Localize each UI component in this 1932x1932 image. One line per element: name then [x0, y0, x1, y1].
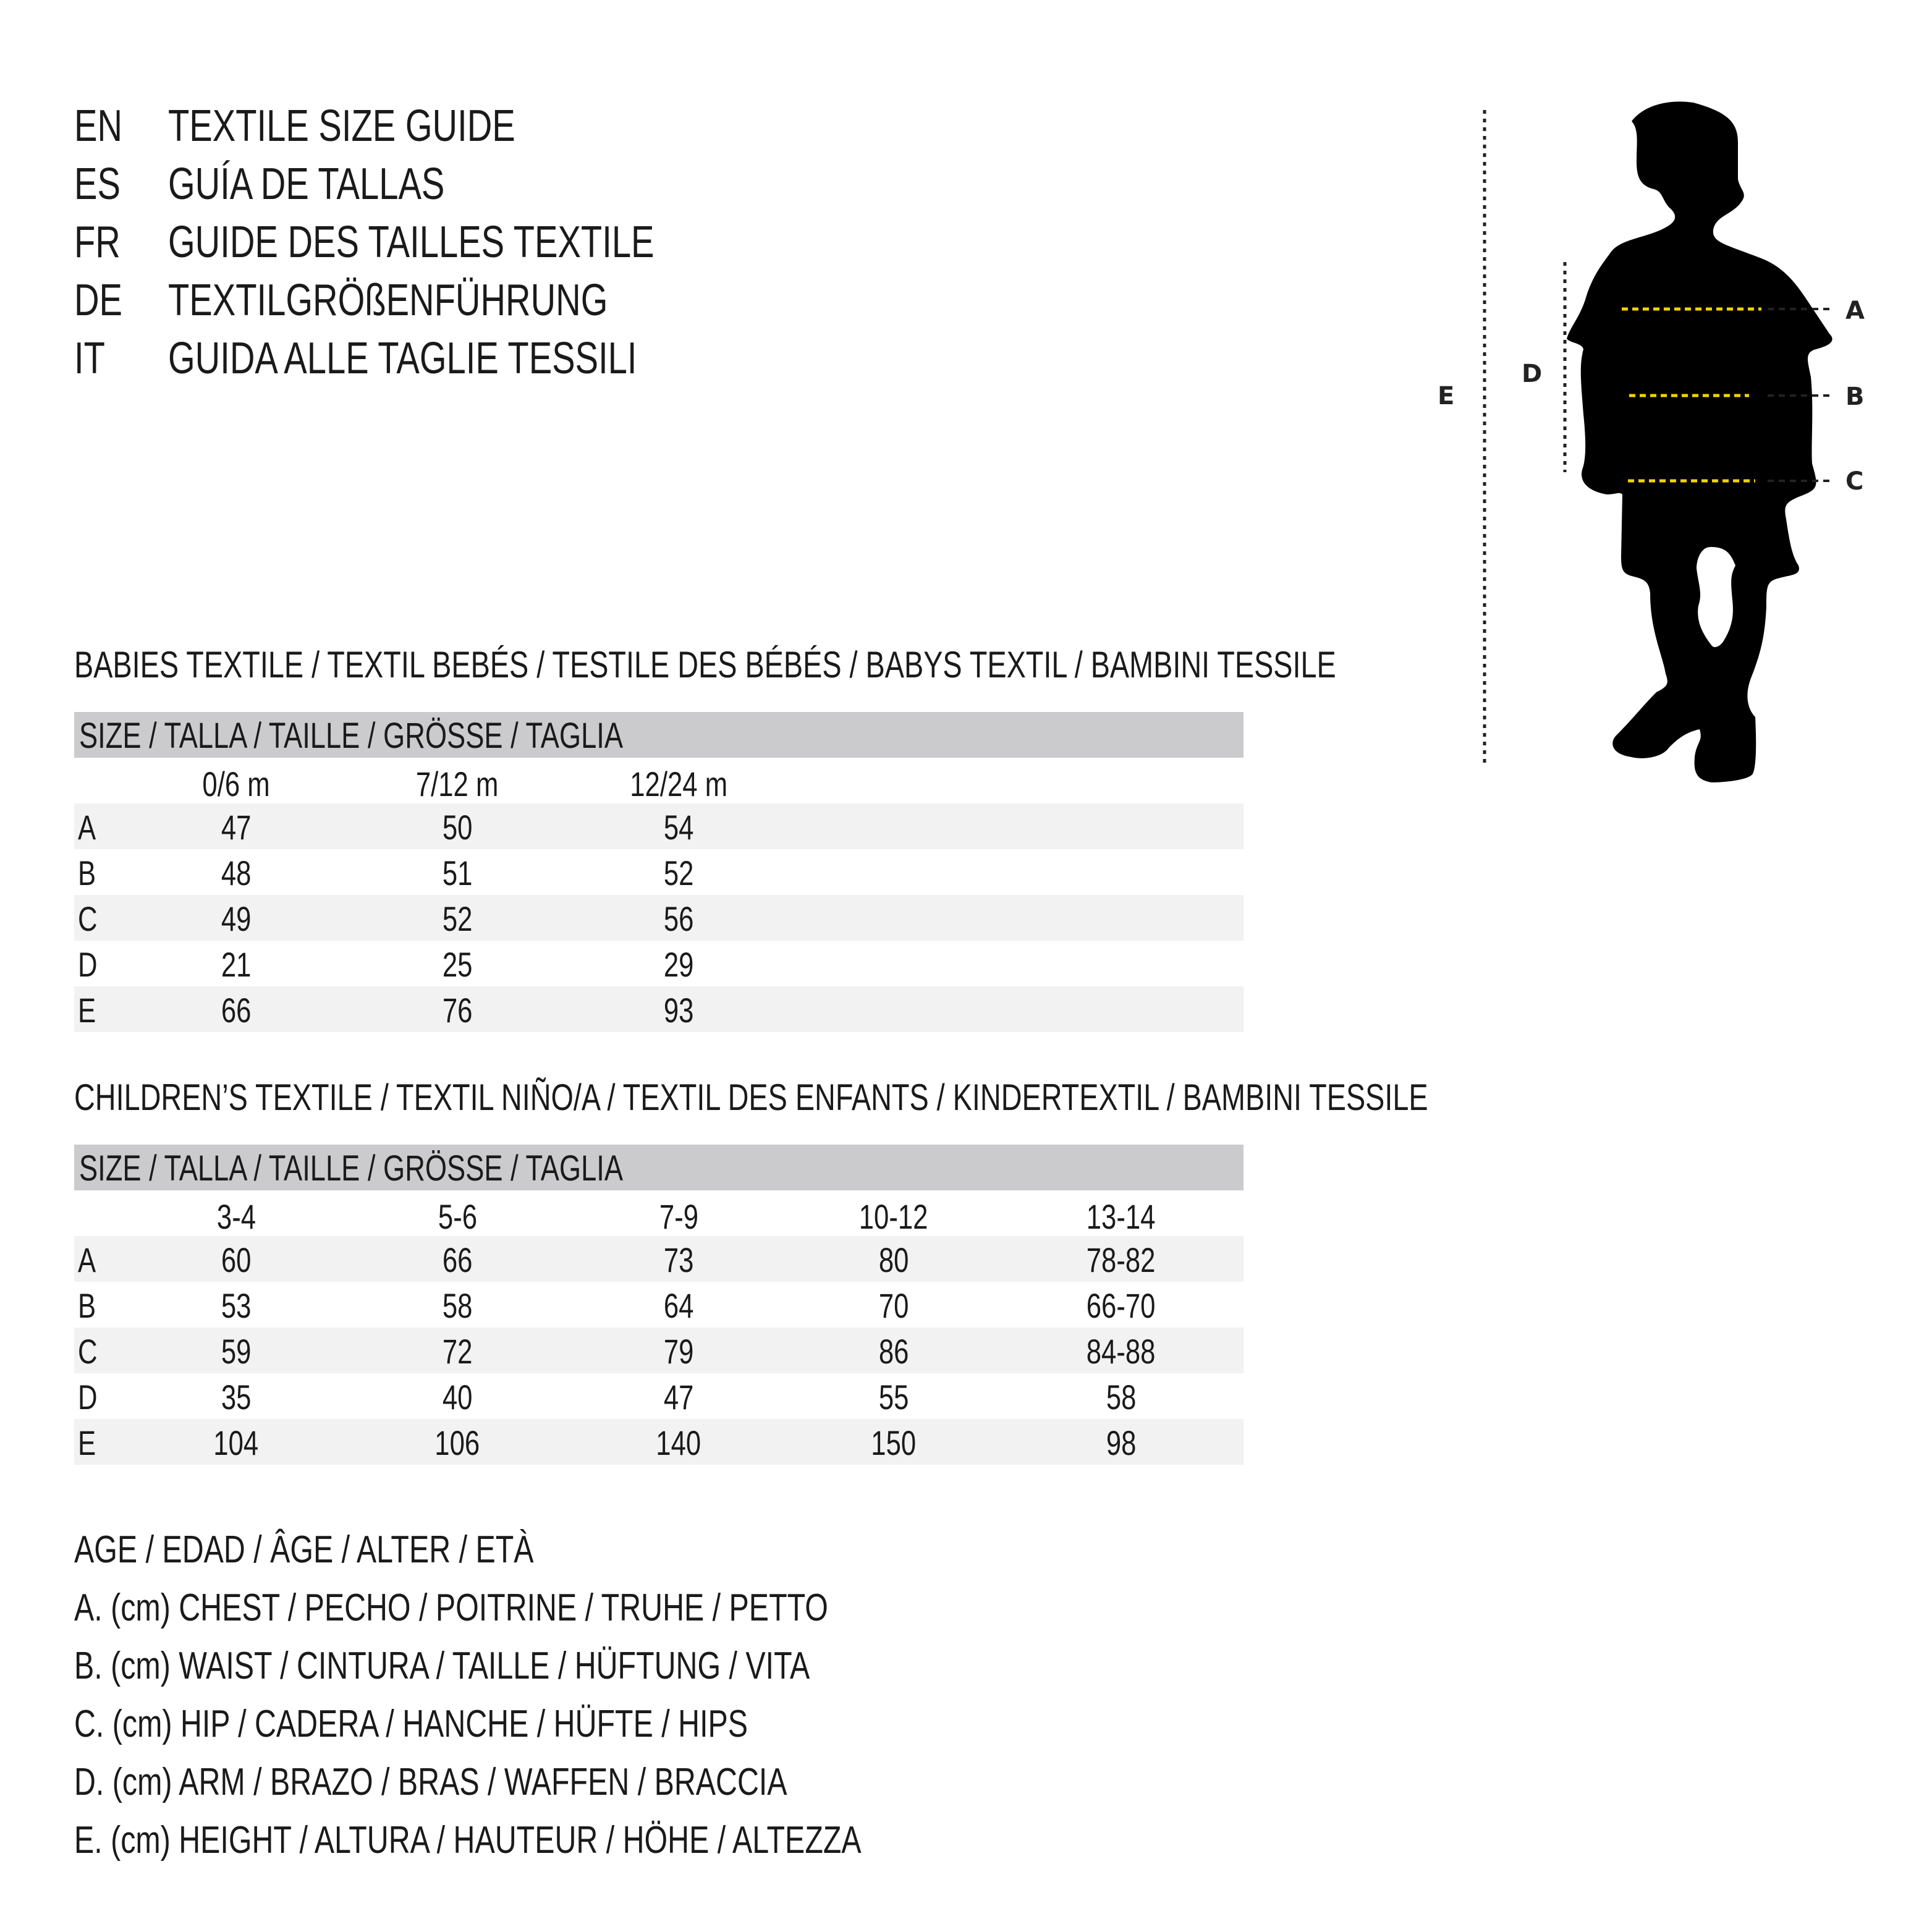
legend-line: E. (cm) HEIGHT / ALTURA / HAUTEUR / HÖHE… — [74, 1819, 862, 1862]
column-header: 7/12 m — [416, 765, 499, 803]
table-row: D 21 25 29 — [74, 941, 1244, 986]
table-row: A 60 66 73 80 78-82 — [74, 1236, 1244, 1282]
language-code: ES — [74, 159, 121, 209]
size-header-band: SIZE / TALLA / TAILLE / GRÖSSE / TAGLIA — [74, 1145, 1244, 1190]
table-cell: 52 — [442, 899, 473, 938]
table-cell: 84-88 — [1087, 1332, 1156, 1371]
legend-line: C. (cm) HIP / CADERA / HANCHE / HÜFTE / … — [74, 1703, 748, 1745]
label-b: B — [1845, 383, 1865, 411]
table-row: C 49 52 56 — [74, 895, 1244, 941]
row-label: B — [78, 1286, 96, 1325]
table-cell: 86 — [878, 1332, 909, 1371]
column-header: 12/24 m — [630, 765, 727, 803]
row-label: E — [78, 1423, 96, 1462]
language-code: IT — [74, 334, 105, 383]
table-cell: 35 — [221, 1378, 252, 1417]
title-text: TEXTILE SIZE GUIDE — [168, 101, 515, 151]
table-cell: 40 — [442, 1378, 473, 1417]
language-code: DE — [74, 276, 123, 325]
table-cell: 66-70 — [1087, 1286, 1156, 1325]
row-label: C — [78, 1332, 98, 1371]
row-label: A — [78, 1240, 96, 1279]
table-cell: 140 — [656, 1423, 701, 1462]
column-header: 5-6 — [438, 1197, 477, 1236]
table-row: C 59 72 79 86 84-88 — [74, 1328, 1244, 1373]
legend-line: D. (cm) ARM / BRAZO / BRAS / WAFFEN / BR… — [74, 1761, 787, 1803]
column-header: 7-9 — [659, 1197, 698, 1236]
table-cell: 93 — [663, 991, 694, 1030]
table-cell: 58 — [1106, 1378, 1137, 1417]
table-cell: 70 — [878, 1286, 909, 1325]
row-label: B — [78, 854, 96, 892]
table-cell: 72 — [442, 1332, 473, 1371]
label-c: C — [1845, 467, 1863, 496]
table-cell: 58 — [442, 1286, 473, 1325]
table-cell: 47 — [221, 808, 252, 847]
babies-section-title: BABIES TEXTILE / TEXTIL BEBÉS / TESTILE … — [74, 644, 1336, 685]
row-label: D — [78, 1378, 98, 1417]
label-e: E — [1438, 382, 1454, 410]
children-size-table: SIZE / TALLA / TAILLE / GRÖSSE / TAGLIA 3… — [74, 1145, 1244, 1465]
table-cell: 106 — [434, 1423, 480, 1462]
table-cell: 66 — [442, 1240, 473, 1279]
size-header-band: SIZE / TALLA / TAILLE / GRÖSSE / TAGLIA — [74, 712, 1244, 758]
legend-line: A. (cm) CHEST / PECHO / POITRINE / TRUHE… — [74, 1587, 828, 1629]
table-cell: 50 — [442, 808, 473, 847]
table-cell: 25 — [442, 945, 473, 984]
table-cell: 76 — [442, 991, 473, 1030]
table-cell: 48 — [221, 854, 252, 892]
table-cell: 79 — [663, 1332, 694, 1371]
table-cell: 73 — [663, 1240, 694, 1279]
table-cell: 55 — [878, 1378, 909, 1417]
babies-size-table: SIZE / TALLA / TAILLE / GRÖSSE / TAGLIA 0… — [74, 712, 1244, 1032]
row-label: C — [78, 899, 98, 938]
column-header-row: 0/6 m 7/12 m 12/24 m — [74, 760, 1244, 803]
table-row: E 66 76 93 — [74, 986, 1244, 1032]
table-cell: 29 — [663, 945, 694, 984]
language-code: FR — [74, 218, 121, 267]
row-label: E — [78, 991, 96, 1030]
title-text: GUIDA ALLE TAGLIE TESSILI — [168, 334, 637, 383]
label-d: D — [1522, 360, 1542, 388]
child-silhouette — [1567, 101, 1832, 782]
table-cell: 60 — [221, 1240, 252, 1279]
table-row: D 35 40 47 55 58 — [74, 1373, 1244, 1419]
table-cell: 21 — [221, 945, 252, 984]
title-text: TEXTILGRÖßENFÜHRUNG — [168, 276, 608, 325]
table-cell: 150 — [871, 1423, 917, 1462]
column-header: 0/6 m — [202, 765, 270, 803]
table-cell: 80 — [878, 1240, 909, 1279]
legend-line: B. (cm) WAIST / CINTURA / TAILLE / HÜFTU… — [74, 1645, 810, 1687]
row-label: A — [78, 808, 96, 847]
title-text: GUÍA DE TALLAS — [168, 159, 445, 209]
table-row: A 47 50 54 — [74, 803, 1244, 849]
table-row: B 48 51 52 — [74, 849, 1244, 895]
column-header: 10-12 — [859, 1197, 928, 1236]
legend-line: AGE / EDAD / ÂGE / ALTER / ETÀ — [74, 1528, 534, 1571]
children-section-title: CHILDREN’S TEXTILE / TEXTIL NIÑO/A / TEX… — [74, 1077, 1428, 1118]
table-cell: 104 — [213, 1423, 259, 1462]
table-cell: 47 — [663, 1378, 694, 1417]
table-row: B 53 58 64 70 66-70 — [74, 1282, 1244, 1328]
table-cell: 49 — [221, 899, 252, 938]
column-header: 13-14 — [1087, 1197, 1156, 1236]
child-silhouette-figure: A B C D E — [1438, 101, 1865, 782]
row-label: D — [78, 945, 98, 984]
table-cell: 59 — [221, 1332, 252, 1371]
table-cell: 66 — [221, 991, 252, 1030]
table-cell: 56 — [663, 899, 694, 938]
table-cell: 52 — [663, 854, 694, 892]
title-text: GUIDE DES TAILLES TEXTILE — [168, 218, 655, 267]
table-row: E 104 106 140 150 98 — [74, 1419, 1244, 1465]
label-a: A — [1845, 297, 1865, 325]
table-cell: 78-82 — [1087, 1240, 1156, 1279]
table-cell: 98 — [1106, 1423, 1137, 1462]
table-cell: 64 — [663, 1286, 694, 1325]
table-cell: 51 — [442, 854, 473, 892]
column-header-row: 3-4 5-6 7-9 10-12 13-14 — [74, 1193, 1244, 1236]
column-header: 3-4 — [216, 1197, 256, 1236]
table-cell: 53 — [221, 1286, 252, 1325]
table-cell: 54 — [663, 808, 694, 847]
language-code: EN — [74, 101, 123, 151]
